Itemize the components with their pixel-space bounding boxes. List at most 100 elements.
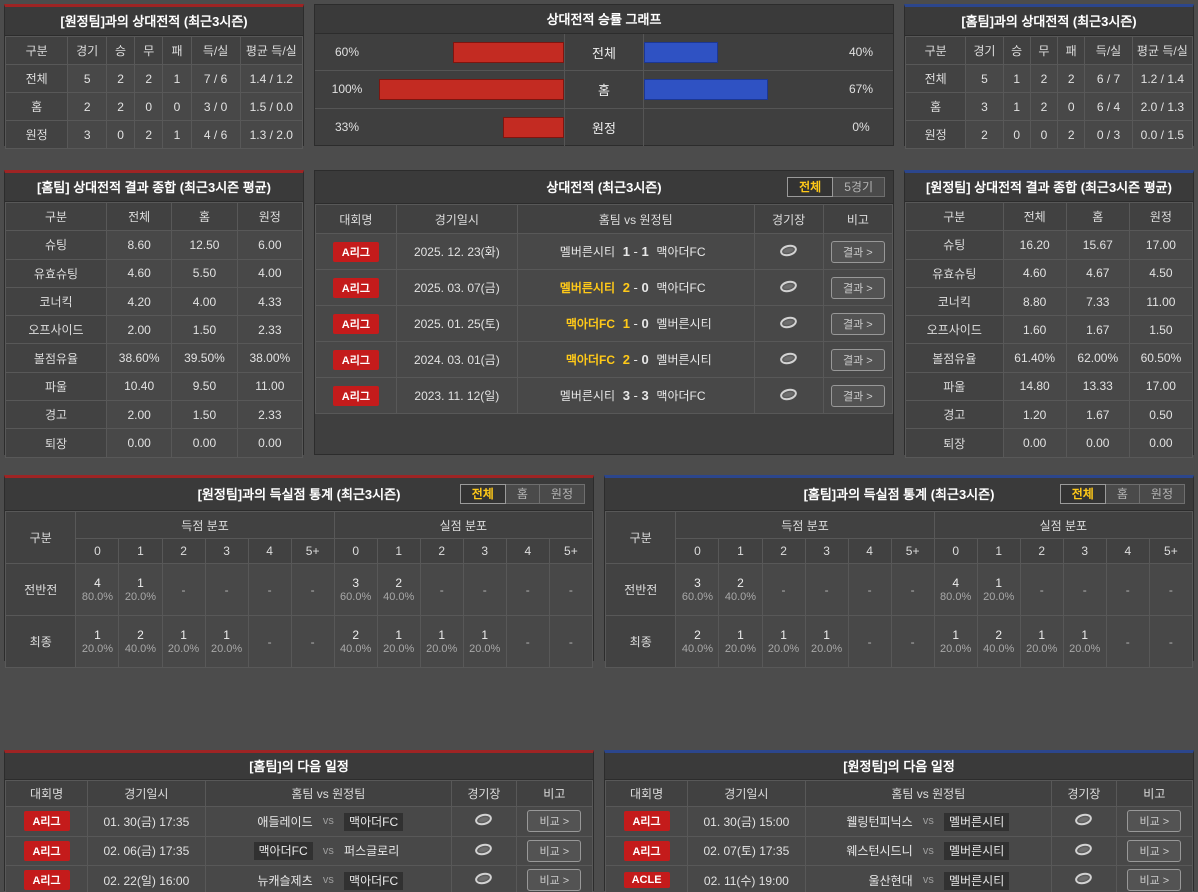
distribution-cell: 3 60.0%: [333, 563, 378, 616]
column-header: 패: [1057, 36, 1086, 65]
stadium-icon[interactable]: [474, 871, 494, 887]
teams-line: 멜버른시티 3 - 3 맥아더FC: [518, 387, 754, 404]
stat-value: 2: [1029, 92, 1059, 121]
count-value: 1: [780, 627, 787, 642]
home-score: 1: [622, 244, 630, 259]
league-badge: ACLE: [623, 872, 670, 889]
percent-value: 20.0%: [724, 642, 757, 655]
distribution-cell: 1 20.0%: [161, 615, 206, 668]
percent-value: 80.0%: [81, 590, 114, 603]
filter-tab-전체[interactable]: 전체: [459, 484, 506, 504]
count-value: 2: [137, 627, 144, 642]
stadium-cell: [451, 806, 517, 837]
stadium-icon[interactable]: [779, 242, 799, 258]
distribution-cell: 1 20.0%: [118, 563, 163, 616]
goal-count-header: 0: [333, 538, 378, 564]
away-team-name: 맥아더FC: [344, 812, 451, 831]
stat-value: 4.33: [236, 286, 304, 317]
chart-category-label: 홈: [564, 71, 644, 108]
distribution-cell: -: [548, 615, 594, 668]
stat-value: 2: [1057, 120, 1086, 149]
table-row: 슈팅 8.60 12.50 6.00: [5, 230, 304, 260]
stadium-icon[interactable]: [1074, 871, 1094, 887]
column-header: 원정: [236, 201, 304, 232]
filter-tab-원정[interactable]: 원정: [539, 484, 585, 504]
schedule-row: A리그 01. 30(금) 17:35 애들레이드 vs 맥아더FC 비교 >: [4, 806, 594, 837]
compare-button[interactable]: 비교 >: [1127, 810, 1182, 833]
panel-title-text: 상대전적 (최근3시즌): [546, 180, 662, 195]
goal-count-header: 5+: [890, 538, 935, 564]
table-row: 퇴장 0.00 0.00 0.00: [905, 428, 1194, 458]
home-team-text: 맥아더FC: [253, 842, 313, 861]
filter-tab-원정[interactable]: 원정: [1139, 484, 1185, 504]
result-button[interactable]: 결과 >: [830, 348, 885, 371]
match-score: 1 - 0: [622, 316, 649, 331]
compare-button[interactable]: 비교 >: [527, 869, 582, 892]
compare-button[interactable]: 비교 >: [1127, 869, 1182, 892]
stat-value: 4.67: [1065, 258, 1130, 288]
distribution-cell: 1 20.0%: [376, 615, 421, 668]
result-button[interactable]: 결과 >: [830, 276, 885, 299]
column-header: 비고: [822, 204, 894, 234]
stadium-cell: [1051, 865, 1117, 892]
compare-button[interactable]: 비교 >: [527, 839, 582, 862]
filter-tab-전체[interactable]: 전체: [1059, 484, 1106, 504]
column-header: 경기: [67, 36, 107, 65]
result-button[interactable]: 결과 >: [830, 384, 885, 407]
away-team-name: 맥아더FC: [344, 871, 451, 890]
home-team-text: 애들레이드: [257, 814, 313, 829]
distribution-cell: -: [505, 563, 550, 616]
stadium-icon[interactable]: [474, 812, 494, 828]
goal-count-header: 0: [675, 538, 720, 564]
home-team-name: 멜버른시티: [559, 389, 615, 403]
goal-count-header: 2: [161, 538, 206, 564]
header-row: 구분 경기 승 무 패 득/실 평균 득/실: [4, 36, 304, 65]
compare-button[interactable]: 비교 >: [1127, 839, 1182, 862]
empty-value: -: [224, 582, 229, 597]
panel-title-text: [원정팀]과의 득실점 통계 (최근3시즌): [197, 487, 401, 502]
match-row: A리그 2025. 12. 23(화) 멜버른시티 1 - 1 맥아더FC 결과 >: [315, 233, 894, 270]
result-button[interactable]: 결과 >: [830, 240, 885, 263]
stadium-icon[interactable]: [474, 841, 494, 857]
percent-value: 20.0%: [983, 590, 1015, 603]
stadium-icon[interactable]: [1074, 812, 1094, 828]
filter-tab-전체[interactable]: 전체: [787, 177, 834, 197]
panel-title: 상대전적 승률 그래프: [315, 5, 893, 34]
match-score: 2 - 0: [622, 280, 649, 295]
compare-button[interactable]: 비교 >: [527, 810, 582, 833]
result-button[interactable]: 결과 >: [830, 312, 885, 335]
goal-count-header: 2: [1019, 538, 1064, 564]
stat-value: 4.50: [1128, 258, 1194, 288]
header-row: 대회명 경기일시 홈팀 vs 원정팀 경기장 비고: [604, 780, 1194, 807]
away-team-name: 멜버른시티: [656, 317, 712, 331]
column-header: 평균 득/실: [239, 36, 304, 65]
column-header: 비고: [1115, 780, 1194, 807]
filter-tab-5경기[interactable]: 5경기: [833, 177, 885, 197]
distribution-cell: 2 40.0%: [333, 615, 378, 668]
match-score: 3 - 3: [622, 388, 649, 403]
teams-cell: 멜버른시티 3 - 3 맥아더FC: [516, 377, 755, 414]
stadium-icon[interactable]: [779, 314, 799, 330]
filter-tab-홈[interactable]: 홈: [1105, 484, 1140, 504]
home-team-text: 뉴캐슬제츠: [257, 873, 313, 888]
table-row: 파울 10.40 9.50 11.00: [5, 371, 304, 402]
stat-value: 1.2 / 1.4: [1131, 64, 1194, 93]
column-header: 승: [1002, 36, 1031, 65]
schedule-row: A리그 02. 07(토) 17:35 웨스턴시드니 vs 멜버른시티 비교 >: [604, 835, 1194, 866]
stadium-icon[interactable]: [779, 278, 799, 294]
row-label: 유효슈팅: [5, 258, 107, 288]
stadium-icon[interactable]: [1074, 841, 1094, 857]
row-label: 퇴장: [5, 428, 107, 458]
distribution-cell: -: [1148, 615, 1194, 668]
stat-value: 1.50: [171, 400, 238, 430]
stadium-icon[interactable]: [779, 386, 799, 402]
stadium-icon[interactable]: [779, 350, 799, 366]
league-badge: A리그: [332, 313, 379, 334]
stat-value: 0.00: [236, 428, 304, 458]
tab-group: 전체 홈 원정: [459, 484, 585, 504]
filter-tab-홈[interactable]: 홈: [505, 484, 540, 504]
stadium-cell: [753, 341, 824, 378]
match-datetime: 02. 06(금) 17:35: [87, 835, 206, 866]
count-value: 1: [1081, 627, 1089, 642]
